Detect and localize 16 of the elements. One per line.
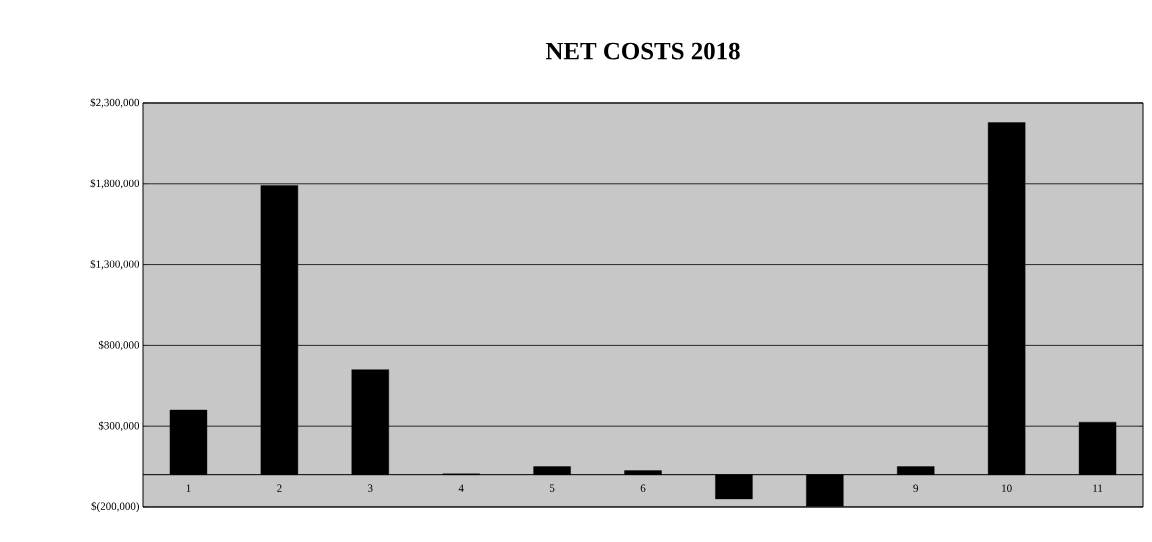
x-tick-label: 11 (1093, 484, 1103, 492)
x-tick-label: 6 (640, 484, 646, 492)
x-tick-label: 1 (186, 484, 191, 492)
x-tick-label: 2 (277, 484, 282, 492)
x-tick-label: 5 (550, 484, 555, 492)
y-tick-label: $2,300,000 (90, 98, 140, 108)
x-tick-label: 10 (1002, 484, 1012, 492)
x-tick-label: 3 (368, 484, 373, 492)
y-tick-label: $1,300,000 (90, 259, 140, 270)
y-tick-label: $300,000 (98, 421, 140, 431)
y-tick-label: $(200,000) (91, 501, 140, 513)
x-tick-label: 4 (458, 484, 464, 492)
y-tick-label: $800,000 (98, 340, 140, 351)
x-tick-label: 9 (913, 484, 919, 492)
y-tick-label: $1,800,000 (90, 178, 140, 189)
chart-title: NET COSTS 2018 (545, 42, 740, 60)
